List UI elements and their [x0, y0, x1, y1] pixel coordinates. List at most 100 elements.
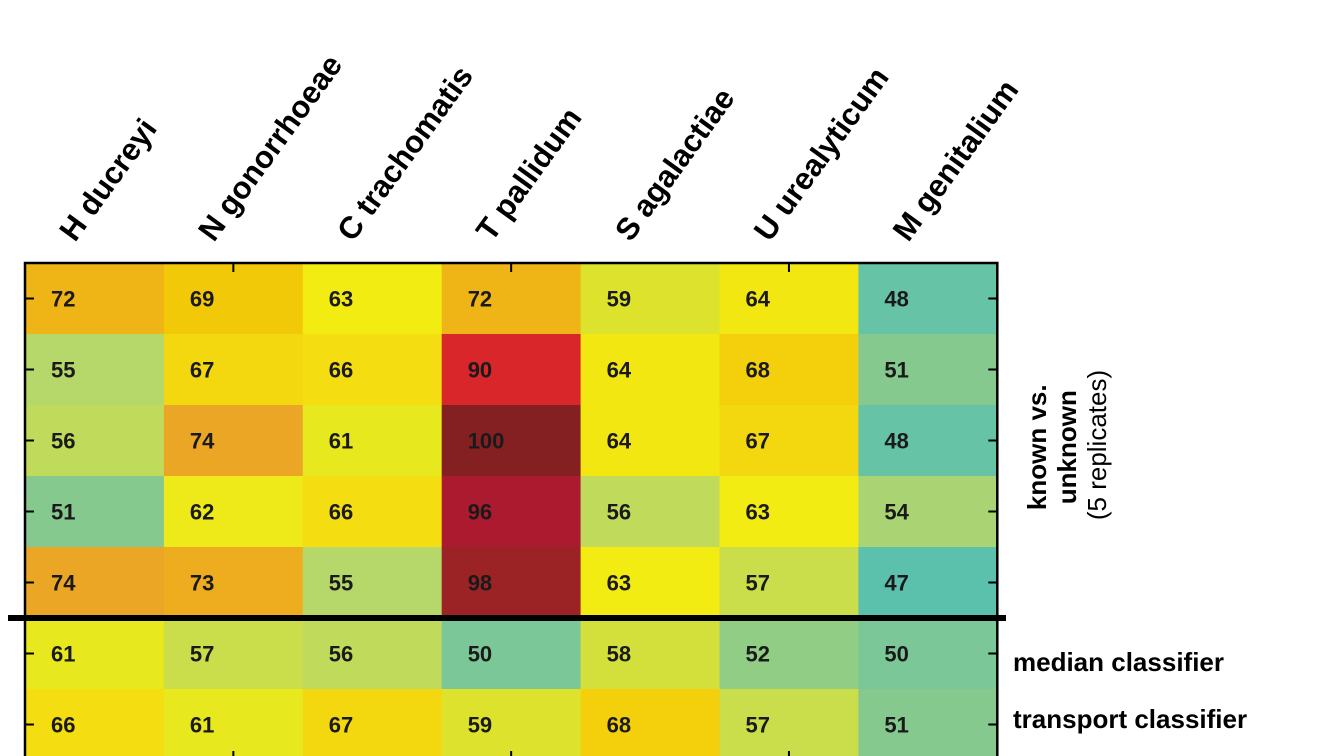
cell-value-label: 66: [51, 713, 75, 738]
cell-value-label: 55: [329, 571, 353, 596]
heatmap-cell: [719, 476, 859, 548]
heatmap-cell: [580, 547, 721, 619]
cell-value-label: 50: [884, 642, 908, 667]
heatmap-cell: [25, 689, 165, 756]
heatmap-cell: [441, 689, 582, 756]
heatmap-cell: [163, 618, 304, 690]
row-group-labels: known vs. unknown (5 replicates) median …: [1013, 370, 1247, 734]
heatmap-cell: [25, 263, 165, 335]
heatmap-cell: [719, 263, 859, 335]
heatmap-cell: [580, 263, 721, 335]
heatmap-cell: [163, 547, 304, 619]
cell-value-label: 56: [51, 429, 75, 454]
cell-value-label: 74: [190, 429, 215, 454]
column-label: C trachomatis: [330, 59, 480, 247]
column-label: S agalactiae: [608, 82, 742, 248]
cell-value-label: 50: [468, 642, 492, 667]
column-label: T pallidum: [469, 101, 588, 247]
heatmap-cell: [580, 334, 721, 406]
cell-value-label: 90: [468, 358, 492, 383]
heatmap-cell: [163, 476, 304, 548]
cell-value-label: 63: [607, 571, 631, 596]
cell-value-label: 48: [884, 429, 908, 454]
heatmap-cell: [441, 618, 582, 690]
heatmap-cell: [25, 476, 165, 548]
column-label: U urealyticum: [747, 61, 896, 247]
cell-value-label: 56: [329, 642, 353, 667]
heatmap-cell: [441, 334, 582, 406]
cell-value-label: 56: [607, 500, 631, 525]
cell-value-label: 52: [746, 642, 770, 667]
heatmap-cell: [719, 334, 859, 406]
heatmap-cell: [441, 476, 582, 548]
heatmap-cell: [163, 263, 304, 335]
cell-value-label: 74: [51, 571, 76, 596]
heatmap-cell: [163, 334, 304, 406]
heatmap-cell: [25, 334, 165, 406]
heatmap-cell: [580, 405, 721, 477]
cell-value-label: 100: [468, 429, 505, 454]
cell-value-label: 64: [607, 429, 632, 454]
heatmap-cell: [163, 405, 304, 477]
heatmap-cell: [302, 547, 443, 619]
cell-value-label: 54: [884, 500, 909, 525]
heatmap-cell: [858, 547, 998, 619]
heatmap-cell: [858, 476, 998, 548]
cell-value-label: 59: [468, 713, 492, 738]
heatmap-cell: [302, 263, 443, 335]
heatmap-cell: [441, 405, 582, 477]
heatmap-cell: [719, 689, 859, 756]
heatmap-cell: [302, 689, 443, 756]
cell-value-label: 72: [51, 287, 75, 312]
cell-value-label: 62: [190, 500, 214, 525]
heatmap-cell: [163, 689, 304, 756]
median-classifier-label: median classifier: [1013, 647, 1224, 677]
known-label-line2: unknown: [1052, 390, 1082, 504]
heatmap-cell: [858, 618, 998, 690]
column-label: M genitalium: [886, 73, 1026, 247]
cell-value-label: 98: [468, 571, 492, 596]
cell-value-label: 61: [329, 429, 353, 454]
cell-value-label: 57: [746, 713, 770, 738]
heatmap-cell: [25, 618, 165, 690]
cell-value-label: 48: [884, 287, 908, 312]
heatmap-cell: [580, 476, 721, 548]
heatmap-cells: [25, 263, 998, 756]
heatmap-cell-labels: 72 69 63 72 59 64 48 55 67 66 90 64 68 51 56 74 61 100 64 6…: [51, 287, 910, 738]
column-label: H ducreyi: [52, 112, 163, 247]
heatmap-cell: [719, 618, 859, 690]
cell-value-label: 51: [884, 358, 908, 383]
cell-value-label: 51: [51, 500, 75, 525]
heatmap-cell: [858, 405, 998, 477]
cell-value-label: 61: [190, 713, 214, 738]
known-label-line1: known vs.: [1022, 384, 1052, 510]
cell-value-label: 59: [607, 287, 631, 312]
heatmap-cell: [580, 618, 721, 690]
cell-value-label: 64: [746, 287, 771, 312]
cell-value-label: 66: [329, 358, 353, 383]
cell-value-label: 69: [190, 287, 214, 312]
cell-value-label: 55: [51, 358, 75, 383]
cell-value-label: 64: [607, 358, 632, 383]
heatmap-cell: [302, 476, 443, 548]
heatmap-cell: [441, 263, 582, 335]
cell-value-label: 73: [190, 571, 214, 596]
known-vs-unknown-label: known vs. unknown (5 replicates): [1022, 370, 1112, 520]
heatmap-cell: [302, 334, 443, 406]
cell-value-label: 96: [468, 500, 492, 525]
cell-value-label: 67: [746, 429, 770, 454]
transport-classifier-label: transport classifier: [1013, 704, 1247, 734]
cell-value-label: 63: [746, 500, 770, 525]
heatmap-cell: [858, 689, 998, 756]
cell-value-label: 63: [329, 287, 353, 312]
cell-value-label: 67: [190, 358, 214, 383]
heatmap-cell: [441, 547, 582, 619]
heatmap-cell: [25, 405, 165, 477]
cell-value-label: 57: [746, 571, 770, 596]
cell-value-label: 51: [884, 713, 908, 738]
heatmap-cell: [580, 689, 721, 756]
heatmap-cell: [858, 263, 998, 335]
cell-value-label: 61: [51, 642, 75, 667]
cell-value-label: 67: [329, 713, 353, 738]
